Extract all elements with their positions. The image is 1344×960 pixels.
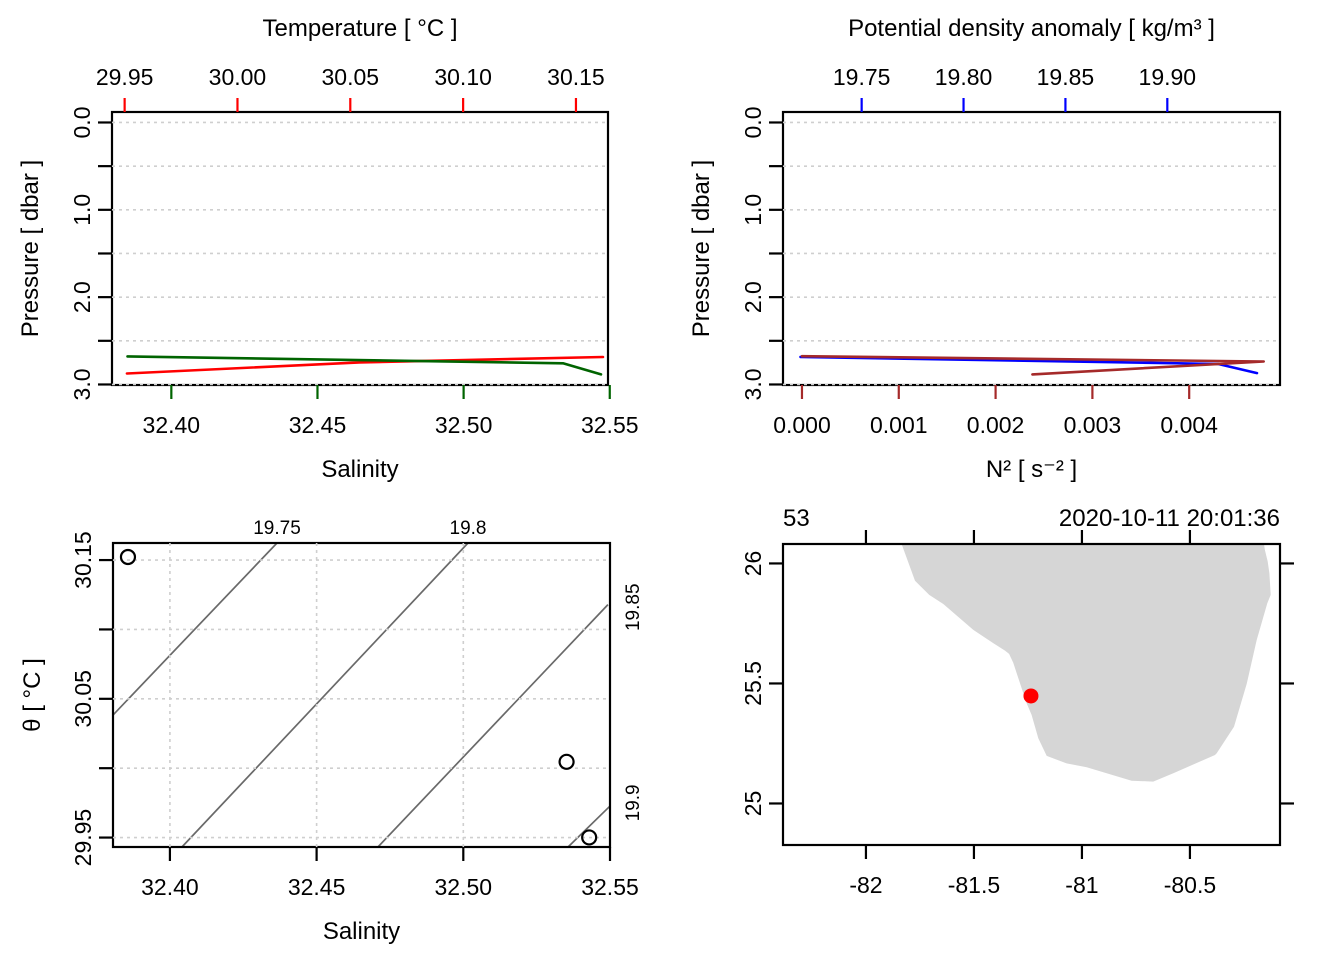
salinity-axis-title-tsdiagram: Salinity [323,918,400,945]
isopycnal-label: 19.75 [253,518,301,539]
density-axis-title: Potential density anomaly [ kg/m³ ] [848,15,1215,42]
tick-label: 0.003 [1064,412,1122,438]
tick-label: 2.0 [740,281,766,313]
isopycnal-label: 19.9 [623,784,644,821]
station-number-label: 53 [783,505,810,532]
station-marker [1023,688,1039,704]
tick-label: 19.85 [1037,64,1095,90]
theta-axis-title: θ [ °C ] [19,658,46,732]
tick-label: -82 [849,872,882,898]
station-datetime-label: 2020-10-11 20:01:36 [1059,505,1280,532]
tick-label: -81.5 [948,872,1000,898]
isopycnal-contour [112,542,278,716]
tick-label: 19.90 [1139,64,1197,90]
series-temperature-line [125,355,605,375]
tick-label: 32.50 [435,874,493,900]
isopycnal-contour [567,805,611,848]
n2-axis-title: N² [ s⁻² ] [986,456,1077,483]
tick-label: 25 [740,791,766,817]
tick-label: 1.0 [69,194,95,226]
tick-label: 0.0 [740,106,766,138]
tick-label: 0.004 [1160,412,1218,438]
tick-label: 26 [740,551,766,577]
tick-label: 30.10 [434,64,492,90]
panel-ts-diagram: 19.75 19.8 19.85 19.9 29.95 30.05 30.15 32.40 32… [70,518,644,900]
ts-sample-point [558,753,575,770]
tick-label: 25.5 [740,661,766,706]
panels-group: 0.0 1.0 2.0 3.0 29.95 30.00 30.05 30.10 30.15 32.… [69,64,1294,900]
tick-label: 30.05 [322,64,380,90]
ts-sample-point [581,829,598,846]
tick-label: 19.80 [935,64,993,90]
ts-sample-point [119,548,137,566]
plot-frame [781,110,1282,387]
tick-label: 0.002 [967,412,1025,438]
tick-label: 30.15 [70,531,96,589]
isopycnal-contour [377,604,609,848]
series-n2-line [800,354,1265,376]
tick-label: 30.00 [209,64,267,90]
panel-profile-density-n2: 0.0 1.0 2.0 3.0 19.75 19.80 19.85 19.90 0.000 0.0… [740,64,1282,438]
tick-label: 30.15 [547,64,605,90]
tick-label: -80.5 [1164,872,1216,898]
pressure-axis-title-density-panel: Pressure [ dbar ] [688,160,715,337]
isopycnal-contour [181,542,469,848]
panel-station-map: 25 25.5 26 -82 -81.5 -81 -80.5 [740,530,1294,898]
tick-label: 32.40 [141,874,199,900]
tick-label: 0.0 [69,106,95,138]
tick-label: 1.0 [740,194,766,226]
tick-label: 32.55 [581,874,639,900]
tick-label: 3.0 [69,368,95,400]
tick-label: 3.0 [740,368,766,400]
tick-label: 29.95 [70,809,96,867]
tick-label: 0.001 [870,412,928,438]
isopycnal-label: 19.85 [623,583,644,631]
tick-label: -81 [1065,872,1098,898]
tick-label: 32.50 [435,412,493,438]
tick-label: 30.05 [70,670,96,728]
tick-label: 2.0 [69,281,95,313]
tick-label: 32.40 [143,412,201,438]
tick-label: 0.000 [773,412,831,438]
tick-label: 29.95 [96,64,154,90]
isopycnal-label: 19.8 [450,518,487,539]
tick-label: 19.75 [833,64,891,90]
tick-label: 32.45 [288,874,346,900]
tick-label: 32.45 [289,412,347,438]
panel-profile-temperature-salinity: 0.0 1.0 2.0 3.0 29.95 30.00 30.05 30.10 30.15 32.… [69,64,639,438]
plot-frame [110,110,610,387]
plot-frame [111,541,612,849]
series-salinity-line [126,355,603,376]
salinity-axis-title-profile: Salinity [321,456,398,483]
tick-label: 32.55 [581,412,639,438]
plot-frame [781,542,1282,847]
florida-coastline [901,544,1271,782]
pressure-axis-title-ts-panel: Pressure [ dbar ] [17,160,44,337]
temperature-axis-title: Temperature [ °C ] [263,15,458,42]
